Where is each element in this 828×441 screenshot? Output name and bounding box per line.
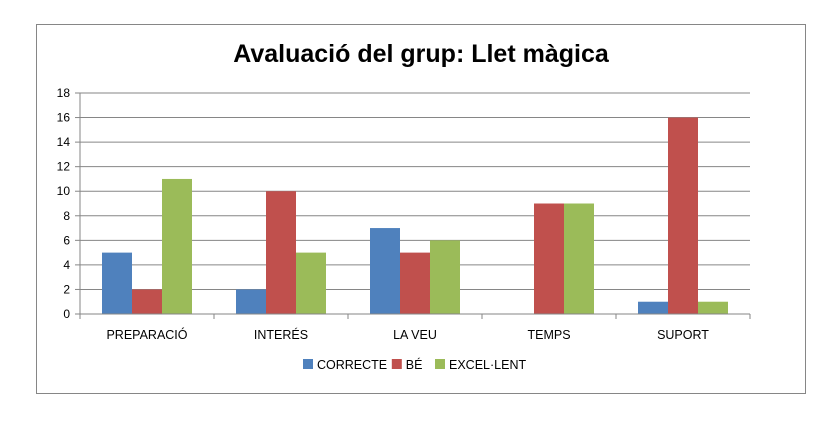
x-category-label: LA VEU xyxy=(393,328,437,342)
legend-swatch xyxy=(303,359,313,369)
y-tick-label: 10 xyxy=(57,184,71,198)
x-category-label: PREPARACIÓ xyxy=(106,327,187,342)
bar-correcte-0 xyxy=(102,252,132,314)
bar-b--2 xyxy=(400,252,430,314)
bar-b--0 xyxy=(132,289,162,314)
legend-swatch xyxy=(435,359,445,369)
bar-excel-lent-3 xyxy=(564,203,594,314)
x-category-label: TEMPS xyxy=(527,328,570,342)
x-category-label: INTERÉS xyxy=(254,327,308,342)
y-tick-label: 16 xyxy=(57,111,71,125)
chart-title: Avaluació del grup: Llet màgica xyxy=(233,40,609,68)
y-tick-label: 14 xyxy=(57,135,71,149)
bar-b--3 xyxy=(534,203,564,314)
y-tick-label: 2 xyxy=(63,282,70,296)
legend-label: CORRECTE xyxy=(317,358,387,372)
bar-correcte-1 xyxy=(236,289,266,314)
bar-b--1 xyxy=(266,191,296,314)
y-tick-label: 6 xyxy=(63,233,70,247)
bar-correcte-4 xyxy=(638,301,668,314)
legend-label: BÉ xyxy=(406,357,423,372)
bars xyxy=(102,117,728,314)
bar-correcte-2 xyxy=(370,228,400,314)
y-tick-label: 8 xyxy=(63,209,70,223)
legend: CORRECTE BÉ EXCEL·LENT xyxy=(303,357,526,372)
y-tick-label: 0 xyxy=(63,307,70,321)
bar-excel-lent-0 xyxy=(162,178,192,314)
legend-label: EXCEL·LENT xyxy=(449,358,526,372)
legend-swatch xyxy=(391,359,402,369)
bar-b--4 xyxy=(668,117,698,314)
bar-excel-lent-1 xyxy=(296,252,326,314)
y-tick-label: 18 xyxy=(57,86,71,100)
bar-excel-lent-4 xyxy=(698,301,728,314)
y-tick-label: 4 xyxy=(63,258,70,272)
y-tick-label: 12 xyxy=(57,160,71,174)
axes: 0 2 4 6 8 10 12 14 16 18 PREPARACIÓ INTERÉS LA VEU TE… xyxy=(57,86,751,342)
bar-excel-lent-2 xyxy=(430,240,460,314)
x-category-label: SUPORT xyxy=(657,328,709,342)
